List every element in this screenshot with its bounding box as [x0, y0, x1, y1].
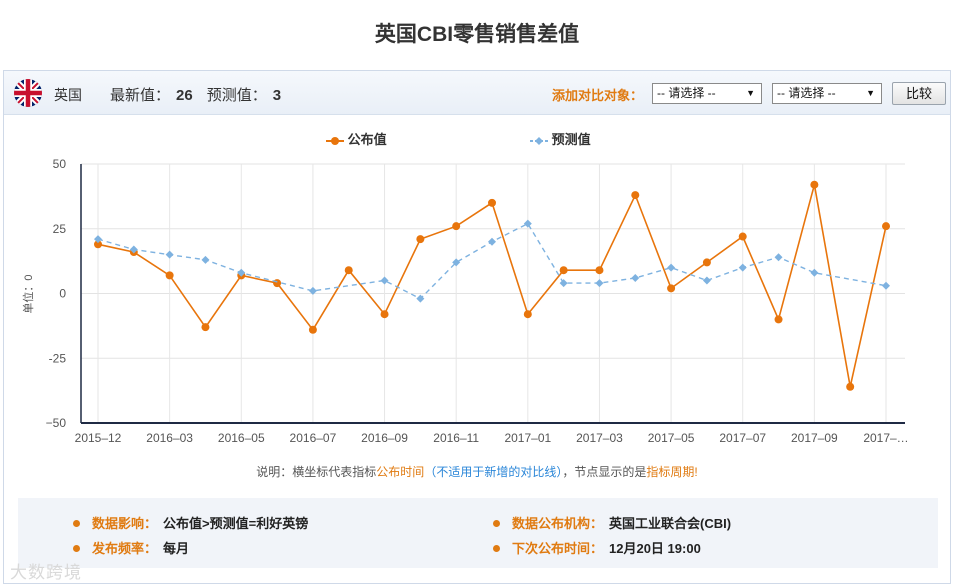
page-title: 英国CBI零售销售差值 — [374, 23, 580, 46]
caret-down-icon: ▼ — [746, 88, 755, 98]
latest-value: 26 — [176, 87, 193, 104]
info-frequency: 发布频率： 每月 — [73, 538, 189, 557]
latest-forecast-summary: 最新值： 26 预测值： 3 — [110, 84, 295, 105]
watermark-logo: 大数跨境 — [10, 558, 82, 583]
legend-forecast[interactable]: 预测值 — [530, 129, 591, 148]
legend-published[interactable]: 公布值 — [326, 129, 387, 148]
bullet-icon — [73, 545, 80, 553]
next-release-label: 下次公布时间： — [512, 541, 604, 556]
bullet-icon — [73, 520, 80, 528]
watermark-text: 大数跨境 — [10, 563, 82, 582]
caret-down-icon: ▼ — [866, 88, 875, 98]
agency-value: 英国工业联合会(CBI) — [609, 516, 732, 531]
legend-forecast-icon — [530, 136, 548, 145]
uk-flag-icon — [14, 79, 42, 107]
info-next-release: 下次公布时间： 12月20日 19:00 — [493, 538, 701, 557]
frequency-label: 发布频率： — [92, 541, 158, 556]
info-impact: 数据影响： 公布值>预测值=利好英镑 — [73, 513, 308, 532]
compare-label: 添加对比对象： — [552, 88, 644, 103]
note-prefix: 说明：横坐标代表指标 — [256, 465, 377, 479]
note-suffix: ! — [694, 465, 698, 479]
agency-label: 数据公布机构： — [512, 516, 604, 531]
country-name: 英国 — [54, 87, 82, 103]
chart-toolbar: 英国 最新值： 26 预测值： 3 添加对比对象： -- 请选择 -- ▼ -- 请选… — [4, 71, 950, 115]
compare-select-2[interactable]: -- 请选择 -- ▼ — [772, 83, 882, 104]
impact-label: 数据影响： — [92, 516, 158, 531]
impact-value: 公布值>预测值=利好英镑 — [163, 516, 309, 531]
legend-published-icon — [326, 136, 344, 145]
legend-published-label: 公布值 — [347, 132, 387, 147]
note-not-applicable: （不适用于新增的对比线） — [424, 465, 563, 479]
info-box: 数据影响： 公布值>预测值=利好英镑 数据公布机构： 英国工业联合会(CBI) 发布… — [18, 498, 938, 568]
compare-select-2-value: -- 请选择 -- — [777, 86, 836, 100]
chart-note: 说明：横坐标代表指标公布时间（不适用于新增的对比线），节点显示的是指标周期! — [0, 463, 954, 480]
compare-button[interactable]: 比较 — [892, 82, 946, 105]
next-release-value: 12月20日 19:00 — [609, 541, 701, 556]
note-publish-time: 公布时间 — [376, 465, 425, 479]
compare-select-1[interactable]: -- 请选择 -- ▼ — [652, 83, 762, 104]
forecast-value: 3 — [272, 87, 282, 104]
note-period: 指标周期 — [646, 465, 695, 479]
compare-select-1-value: -- 请选择 -- — [657, 86, 716, 100]
latest-label: 最新值： — [110, 87, 171, 104]
note-mid: ，节点显示的是 — [562, 465, 647, 479]
info-agency: 数据公布机构： 英国工业联合会(CBI) — [493, 513, 731, 532]
bullet-icon — [493, 545, 500, 553]
forecast-label: 预测值： — [206, 87, 267, 104]
bullet-icon — [493, 520, 500, 528]
legend-forecast-label: 预测值 — [551, 132, 591, 147]
frequency-value: 每月 — [163, 541, 190, 556]
